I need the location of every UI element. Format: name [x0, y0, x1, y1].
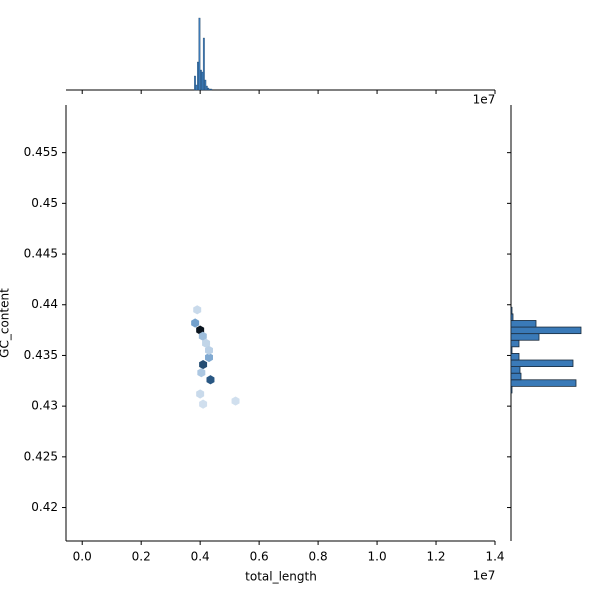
hexbin	[199, 359, 208, 370]
x-hist-bar	[210, 88, 213, 91]
y-hist-bar	[510, 313, 514, 321]
x-offset-text: 1e7	[473, 569, 496, 583]
x-hist-bar	[208, 88, 211, 91]
hexbin	[231, 396, 240, 406]
y-hist-bar	[510, 353, 520, 361]
y-tick-label: 0.425	[24, 449, 58, 463]
x-hist-bar	[200, 69, 202, 91]
hexbin	[199, 399, 208, 409]
x-tick-label: 0.4	[191, 550, 210, 564]
y-hist-bar	[510, 346, 513, 354]
hexbin	[205, 345, 213, 355]
y-hist-bar	[510, 326, 582, 335]
y-hist-bar	[510, 385, 513, 394]
x-hist-bar	[202, 37, 205, 91]
x-hist-bar	[201, 71, 204, 91]
x-hist-bar	[194, 75, 196, 91]
y-tick-label: 0.45	[31, 196, 58, 210]
x-hist-bar	[207, 87, 210, 91]
hexbin	[198, 331, 207, 341]
y-hist-bar	[510, 320, 537, 328]
y-hist-bar	[510, 333, 540, 341]
x-tick-label: 0.8	[309, 550, 328, 564]
hexbin	[205, 352, 213, 363]
y-hist-bar	[510, 366, 521, 374]
y-hist-bar	[510, 379, 577, 387]
x-tick-label: 0.6	[250, 550, 269, 564]
x-hist-bar	[198, 17, 201, 91]
x-hist-bar	[204, 79, 207, 91]
y-tick-label: 0.42	[31, 500, 58, 514]
y-tick-label: 0.445	[24, 247, 58, 261]
hexbin	[197, 368, 206, 378]
y-tick-label: 0.435	[24, 348, 58, 362]
x-hist-bar	[195, 84, 198, 91]
hexbin	[202, 338, 211, 348]
y-tick-label: 0.44	[31, 297, 58, 311]
x-tick-label: 0.0	[73, 550, 92, 564]
hexbin	[193, 305, 202, 315]
hexbin	[191, 318, 200, 328]
y-tick-label: 0.455	[24, 145, 58, 159]
x-axis-label: total_length	[245, 570, 317, 584]
y-hist-bar	[510, 339, 520, 348]
top-offset-text: 1e7	[473, 93, 496, 107]
y-tick-label: 0.43	[31, 399, 58, 413]
hexbin	[206, 375, 215, 385]
x-hist-bar	[205, 85, 208, 91]
y-hist-bar	[510, 372, 522, 381]
x-hist-bar	[197, 61, 199, 91]
x-tick-label: 0.2	[132, 550, 151, 564]
y-axis-label: GC_content	[0, 288, 12, 358]
x-tick-label: 1.0	[368, 550, 387, 564]
y-hist-bar	[510, 359, 574, 368]
y-hist-bar	[510, 306, 513, 315]
x-tick-label: 1.2	[426, 550, 445, 564]
hexbin	[196, 389, 205, 399]
x-tick-label: 1.4	[485, 550, 504, 564]
